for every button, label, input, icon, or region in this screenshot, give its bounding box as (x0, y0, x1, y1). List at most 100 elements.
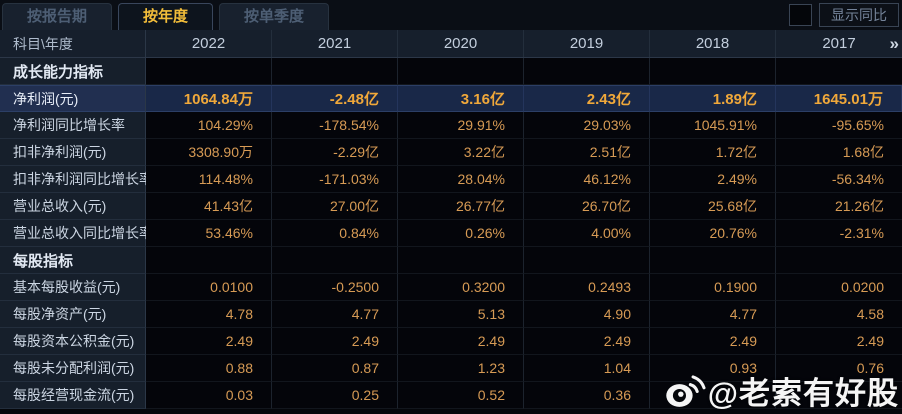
value-cell: 41.43亿 (146, 193, 272, 220)
value-cell (398, 247, 524, 274)
value-cell: -178.54% (272, 112, 398, 139)
value-cell: 2.49 (776, 328, 902, 355)
value-cell (776, 247, 902, 274)
row-label: 每股指标 (0, 247, 146, 274)
value-cell: 2.51亿 (524, 139, 650, 166)
value-cell (776, 58, 902, 85)
row-label: 成长能力指标 (0, 58, 146, 85)
value-cell: 27.00亿 (272, 193, 398, 220)
value-cell: -2.31% (776, 220, 902, 247)
value-cell: 3.22亿 (398, 139, 524, 166)
row-label: 营业总收入同比增长率 (0, 220, 153, 247)
value-cell: -2.48亿 (272, 85, 398, 112)
row-label: 净利润同比增长率 (0, 112, 146, 139)
table-row: 每股净资产(元) 4.78 4.77 5.13 4.90 4.77 4.58 (0, 301, 902, 328)
value-cell: -95.65% (776, 112, 902, 139)
year-header-2019: 2019 (524, 30, 650, 57)
more-years-icon[interactable]: » (889, 33, 900, 53)
table-row: 营业总收入(元) 41.43亿 27.00亿 26.77亿 26.70亿 25.… (0, 193, 902, 220)
value-cell: 0.0200 (776, 274, 902, 301)
value-cell: 1.23 (398, 355, 524, 382)
row-label: 净利润(元) (0, 85, 146, 112)
show-yoy-button[interactable]: 显示同比 (819, 3, 899, 27)
value-cell (146, 58, 272, 85)
value-cell (398, 58, 524, 85)
value-cell: 0.52 (398, 382, 524, 409)
value-cell: 2.43亿 (524, 85, 650, 112)
value-cell (272, 58, 398, 85)
value-cell: 0.26% (398, 220, 524, 247)
table-row: 每股未分配利润(元) 0.88 0.87 1.23 1.04 0.93 0.76 (0, 355, 902, 382)
value-cell (776, 382, 902, 409)
table-row: 净利润同比增长率 104.29% -178.54% 29.91% 29.03% … (0, 112, 902, 139)
value-cell: 2.49 (398, 328, 524, 355)
value-cell: 1.04 (524, 355, 650, 382)
table-row: 每股指标 (0, 247, 902, 274)
year-header-2022: 2022 (146, 30, 272, 57)
value-cell: 0.93 (650, 355, 776, 382)
show-yoy-control: 显示同比 (789, 3, 899, 27)
value-cell: 2.49 (524, 328, 650, 355)
value-cell (650, 58, 776, 85)
value-cell: 0.03 (146, 382, 272, 409)
value-cell: 4.77 (650, 301, 776, 328)
value-cell: 1645.01万 (776, 85, 902, 112)
row-label: 每股未分配利润(元) (0, 355, 146, 382)
tab-by-report-period[interactable]: 按报告期 (2, 3, 113, 30)
tab-by-year[interactable]: 按年度 (118, 3, 214, 30)
table-header-row: 科目\年度 2022 2021 2020 2019 2018 2017 » (0, 30, 902, 58)
period-tabbar: 按报告期 按年度 按单季度 显示同比 (0, 0, 902, 30)
value-cell: 0.36 (524, 382, 650, 409)
table-row: 扣非净利润(元) 3308.90万 -2.29亿 3.22亿 2.51亿 1.7… (0, 139, 902, 166)
value-cell: 26.77亿 (398, 193, 524, 220)
value-cell (272, 247, 398, 274)
value-cell: 4.78 (146, 301, 272, 328)
year-header-2017: 2017 » (776, 30, 902, 57)
value-cell (524, 247, 650, 274)
show-yoy-checkbox[interactable] (789, 4, 812, 26)
value-cell (650, 382, 776, 409)
financials-table: 科目\年度 2022 2021 2020 2019 2018 2017 » 成长… (0, 30, 902, 409)
row-label: 每股资本公积金(元) (0, 328, 146, 355)
value-cell: 3.16亿 (398, 85, 524, 112)
value-cell: 0.76 (776, 355, 902, 382)
value-cell: 53.46% (146, 220, 272, 247)
value-cell: 1.89亿 (650, 85, 776, 112)
value-cell: 1.68亿 (776, 139, 902, 166)
tab-by-single-quarter[interactable]: 按单季度 (219, 3, 330, 30)
value-cell: 1045.91% (650, 112, 776, 139)
value-cell: 28.04% (398, 166, 524, 193)
row-label: 每股净资产(元) (0, 301, 146, 328)
value-cell: 2.49% (650, 166, 776, 193)
value-cell: 25.68亿 (650, 193, 776, 220)
value-cell: 26.70亿 (524, 193, 650, 220)
table-row: 营业总收入同比增长率 53.46% 0.84% 0.26% 4.00% 20.7… (0, 220, 902, 247)
value-cell: 20.76% (650, 220, 776, 247)
year-header-2018: 2018 (650, 30, 776, 57)
value-cell: 114.48% (146, 166, 272, 193)
value-cell: 5.13 (398, 301, 524, 328)
value-cell: 0.88 (146, 355, 272, 382)
value-cell: 0.1900 (650, 274, 776, 301)
value-cell: 0.25 (272, 382, 398, 409)
table-row: 每股资本公积金(元) 2.49 2.49 2.49 2.49 2.49 2.49 (0, 328, 902, 355)
row-label: 基本每股收益(元) (0, 274, 146, 301)
value-cell: -2.29亿 (272, 139, 398, 166)
value-cell: 0.84% (272, 220, 398, 247)
year-header-2021: 2021 (272, 30, 398, 57)
table-row: 基本每股收益(元) 0.0100 -0.2500 0.3200 0.2493 0… (0, 274, 902, 301)
value-cell: -171.03% (272, 166, 398, 193)
value-cell: 104.29% (146, 112, 272, 139)
table-row: 每股经营现金流(元) 0.03 0.25 0.52 0.36 (0, 382, 902, 409)
value-cell: 3308.90万 (146, 139, 272, 166)
value-cell: 0.2493 (524, 274, 650, 301)
value-cell (650, 247, 776, 274)
table-body: 成长能力指标 净利润(元) 1064.84万 -2.48亿 3.16亿 2.43… (0, 58, 902, 409)
year-header-2020: 2020 (398, 30, 524, 57)
row-label: 扣非净利润同比增长率 (0, 166, 153, 193)
value-cell: 0.87 (272, 355, 398, 382)
row-label: 营业总收入(元) (0, 193, 146, 220)
table-row: 净利润(元) 1064.84万 -2.48亿 3.16亿 2.43亿 1.89亿… (0, 85, 902, 112)
row-label: 扣非净利润(元) (0, 139, 146, 166)
corner-header-label: 科目\年度 (0, 30, 146, 57)
